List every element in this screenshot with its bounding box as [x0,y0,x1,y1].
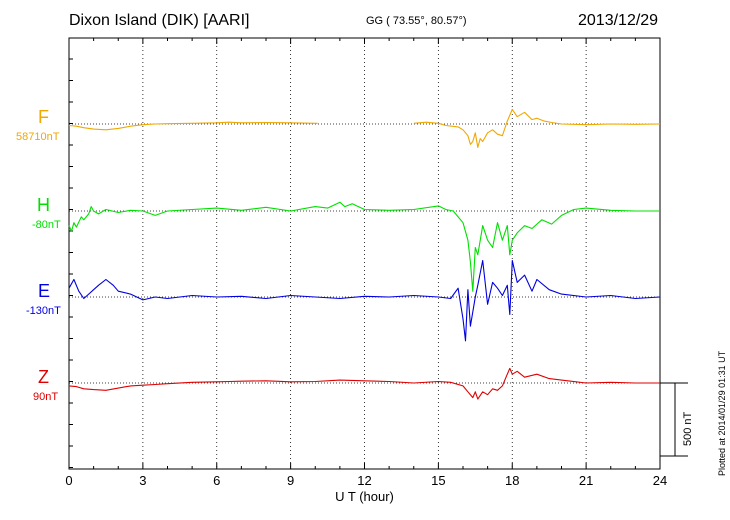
component-name-z: Z [38,367,49,387]
component-name-f: F [38,107,49,127]
plot-date: 2013/12/29 [578,12,659,29]
component-name-e: E [38,281,51,301]
x-tick-label: 6 [213,473,220,488]
series-h-trace [68,201,660,292]
series-f-trace [68,121,318,131]
component-baseline-f: 58710nT [16,131,60,143]
scale-bar-label: 500 nT [682,411,694,446]
x-tick-label: 18 [505,473,519,488]
component-name-h: H [37,195,50,215]
x-tick-label: 0 [65,473,72,488]
x-tick-label: 15 [431,473,445,488]
x-tick-label: 24 [653,473,667,488]
x-tick-label: 3 [139,473,146,488]
series-e-trace [68,259,661,342]
geographic-coordinates: GG ( 73.55°, 80.57°) [366,15,467,27]
series-z-trace [68,367,660,400]
x-tick-label: 21 [579,473,593,488]
component-baseline-h: -80nT [32,219,61,231]
station-title: Dixon Island (DIK) [AARI] [69,12,250,29]
component-baseline-z: 90nT [33,391,59,403]
component-baseline-e: -130nT [26,305,61,317]
x-tick-label: 12 [357,473,371,488]
x-axis-title: U T (hour) [335,489,394,504]
x-tick-label: 9 [287,473,294,488]
series-f-trace [413,108,661,148]
plotted-timestamp: Plotted at 2014/01/29 01:31 UT [717,350,727,476]
